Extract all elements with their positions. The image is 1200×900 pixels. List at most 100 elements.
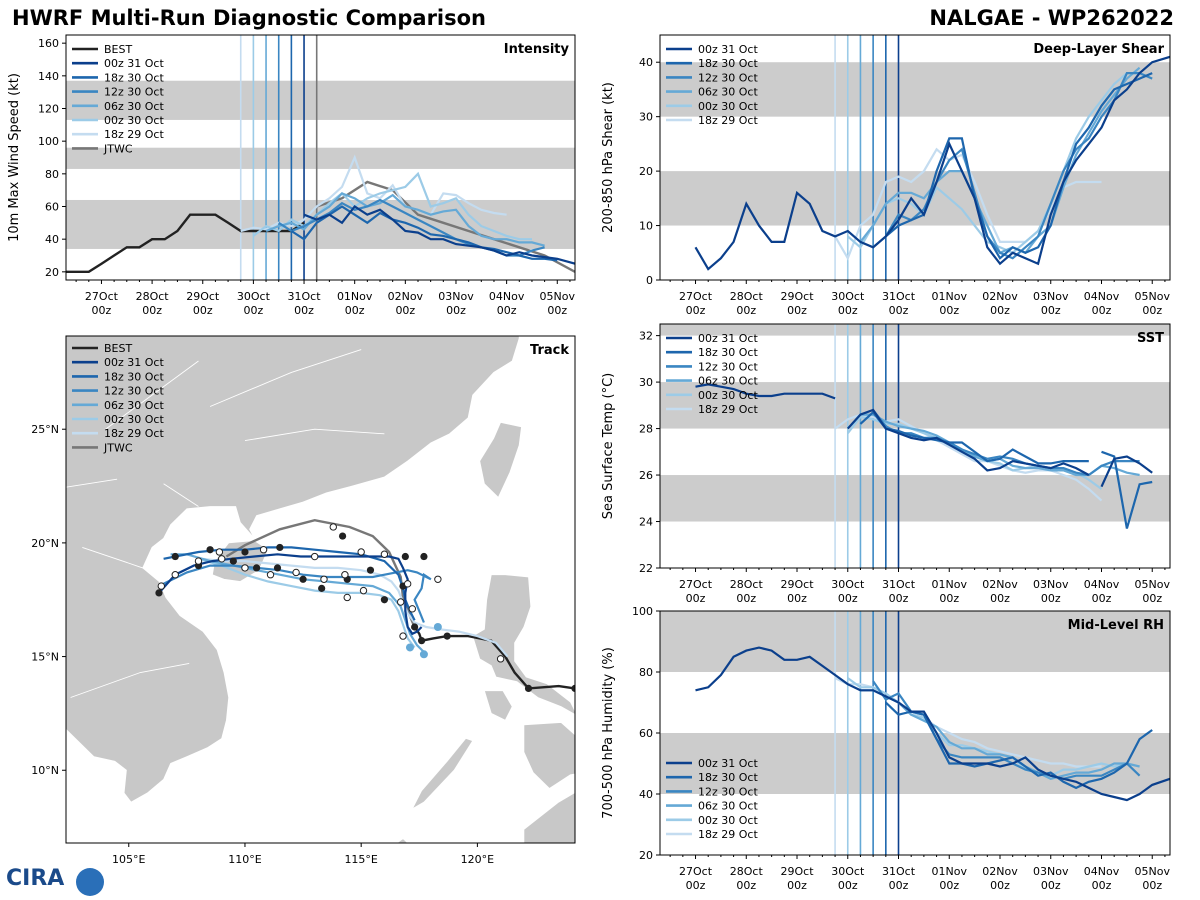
rh-xtick-label: 00z: [1041, 879, 1061, 892]
rh-xtick-label: 00z: [939, 879, 959, 892]
cira-logo: CIRA: [6, 866, 64, 891]
track-forecast-marker: [292, 568, 300, 577]
intensity-xtick-label: 31Oct: [288, 290, 322, 303]
intensity-xtick-label: 05Nov: [540, 290, 576, 303]
rh-ylabel: 700-500 hPa Humidity (%): [601, 647, 616, 819]
sst-series-line: [872, 409, 1140, 477]
intensity-xtick-label: 01Nov: [337, 290, 373, 303]
intensity-band: [66, 147, 575, 169]
track-best-marker: [318, 584, 326, 592]
rh-xtick-label: 00z: [1142, 879, 1162, 892]
sst-ytick-label: 28: [639, 423, 653, 436]
rh-band: [660, 611, 1170, 672]
shear-xtick-label: 00z: [1142, 304, 1162, 317]
shear-xtick-label: 00z: [990, 304, 1010, 317]
intensity-series-line: [265, 192, 545, 247]
sst-ytick-label: 30: [639, 376, 653, 389]
province-border: [82, 546, 143, 569]
sst-xtick-label: 00z: [889, 592, 909, 605]
sst-xtick-label: 01Nov: [932, 578, 968, 591]
intensity-xtick-label: 27Oct: [85, 290, 119, 303]
rh-plot-area: [660, 611, 1170, 855]
shear-xtick-label: 01Nov: [932, 290, 968, 303]
shear-panel-title: Deep-Layer Shear: [1033, 42, 1164, 57]
rh-panel-title: Mid-Level RH: [1068, 618, 1164, 633]
mindanao-land: [523, 792, 575, 843]
sst-xtick-label: 31Oct: [882, 578, 916, 591]
sst-ytick-label: 32: [639, 330, 653, 343]
shear-xtick-label: 00z: [939, 304, 959, 317]
rh-legend-label: 18z 30 Oct: [698, 771, 758, 784]
track-ytick-label: 20°N: [31, 537, 59, 550]
track-best-marker: [299, 575, 307, 583]
intensity-xtick-label: 28Oct: [136, 290, 170, 303]
sst-ytick-label: 24: [639, 516, 653, 529]
rh-xtick-label: 02Nov: [982, 865, 1018, 878]
rh-xtick-label: 30Oct: [831, 865, 865, 878]
shear-ytick-label: 10: [639, 220, 653, 233]
intensity-panel-title: Intensity: [504, 42, 570, 57]
sst-xtick-label: 00z: [787, 592, 807, 605]
sst-xtick-label: 03Nov: [1033, 578, 1069, 591]
intensity-xtick-label: 04Nov: [489, 290, 525, 303]
track-xtick-label: 115°E: [344, 853, 377, 866]
rh-ytick-label: 20: [639, 849, 653, 862]
sst-series-line: [1101, 450, 1153, 529]
track-forecast-marker: [341, 571, 349, 579]
intensity-ytick-label: 60: [45, 201, 59, 214]
sst-xtick-label: 00z: [736, 592, 756, 605]
rh-ytick-label: 80: [639, 666, 653, 679]
track-frame: [65, 335, 576, 844]
sst-xtick-label: 29Oct: [780, 578, 814, 591]
sst-legend-label: 18z 29 Oct: [698, 403, 758, 416]
intensity-xtick-label: 29Oct: [186, 290, 220, 303]
track-best-marker: [276, 543, 284, 552]
sst-band: [660, 475, 1170, 522]
track-forecast-marker: [396, 598, 405, 606]
rh-legend-label: 06z 30 Oct: [698, 800, 758, 813]
shear-ytick-label: 30: [639, 111, 653, 124]
track-plot-area: [66, 336, 575, 843]
track-forecast-marker: [399, 632, 407, 640]
shear-xtick-label: 00z: [838, 304, 858, 317]
intensity-xtick-label: 00z: [497, 304, 517, 317]
track-forecast-marker: [403, 580, 412, 588]
rh-xtick-label: 00z: [889, 879, 909, 892]
shear-frame: [659, 34, 1171, 281]
rh-ytick-label: 40: [639, 788, 653, 801]
track-forecast-marker: [434, 575, 442, 583]
sst-xtick-label: 02Nov: [982, 578, 1018, 591]
shear-legend-label: 00z 30 Oct: [698, 100, 758, 113]
rh-xtick-label: 00z: [838, 879, 858, 892]
palawan-land: [411, 737, 474, 810]
rh-series-line: [860, 689, 1140, 780]
track-forecast-marker: [359, 586, 368, 595]
rh-xtick-label: 00z: [686, 879, 706, 892]
chart-title: HWRF Multi-Run Diagnostic Comparison: [12, 6, 487, 30]
track-forecast-marker: [357, 548, 365, 556]
track-forecast-marker: [380, 550, 389, 558]
track-xtick-label: 120°E: [461, 853, 494, 866]
visayas-land: [523, 722, 575, 789]
track-series-line: [163, 564, 432, 623]
track-forecast-marker: [157, 582, 165, 590]
intensity-ytick-label: 20: [45, 266, 59, 279]
logo-emblem: [76, 868, 104, 896]
track-init-marker: [405, 643, 414, 652]
track-best-marker: [571, 684, 575, 692]
intensity-xtick-label: 00z: [142, 304, 162, 317]
shear-xtick-label: 02Nov: [982, 290, 1018, 303]
sst-legend-label: 06z 30 Oct: [698, 375, 758, 388]
track-best-marker: [401, 552, 409, 561]
sst-series-line: [859, 410, 1089, 465]
track-forecast-marker: [194, 557, 203, 565]
track-best-marker: [171, 552, 179, 561]
intensity-ytick-label: 80: [45, 168, 59, 181]
shear-legend-label: 12z 30 Oct: [698, 71, 758, 84]
track-best-marker: [338, 532, 347, 540]
sst-legend-label: 00z 31 Oct: [698, 332, 758, 345]
track-best-marker: [418, 637, 426, 645]
intensity-series-line: [303, 205, 575, 265]
intensity-frame: [65, 34, 576, 281]
